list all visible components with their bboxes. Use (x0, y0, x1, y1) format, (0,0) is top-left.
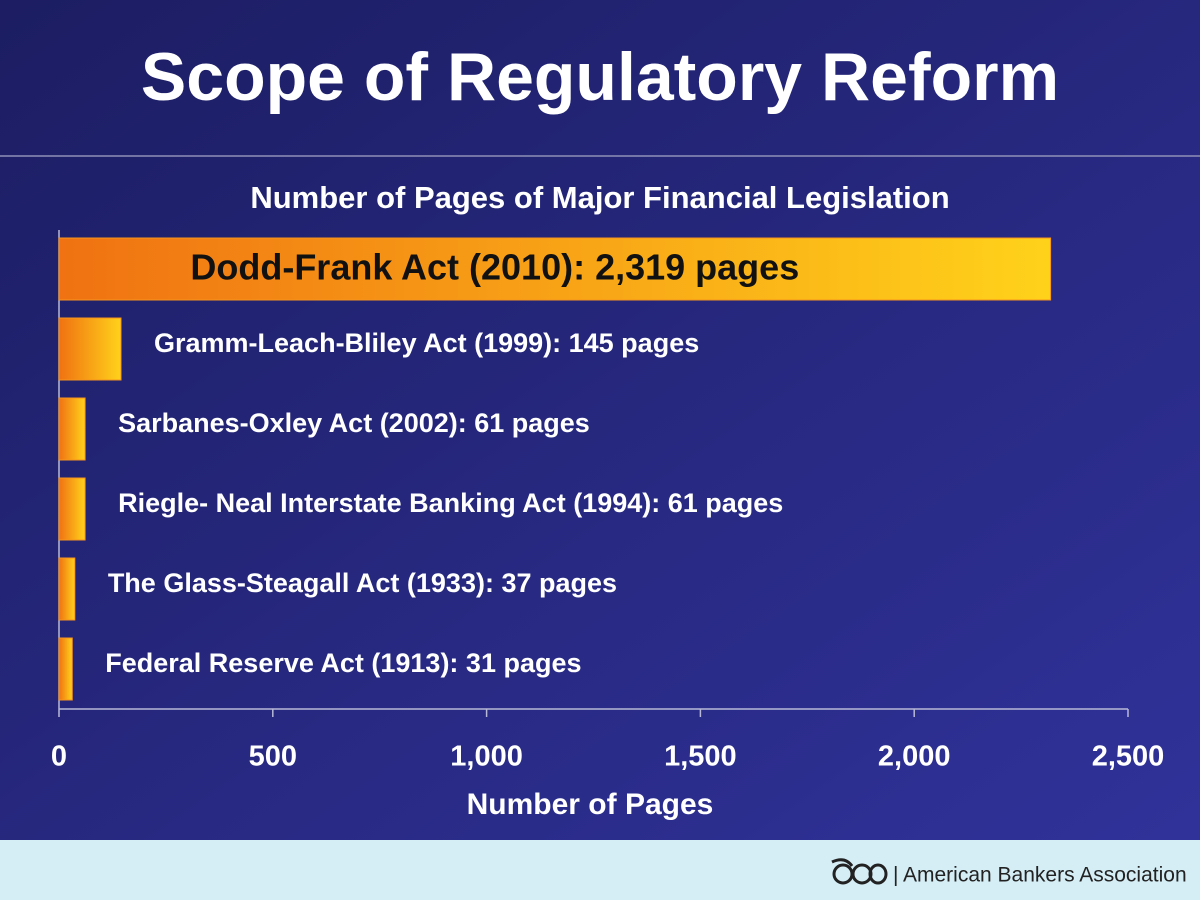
bar (58, 477, 86, 541)
bar-label: Gramm-Leach-Bliley Act (1999): 145 pages (154, 328, 699, 358)
x-axis-label: Number of Pages (467, 788, 714, 821)
footer-separator: | (893, 864, 898, 887)
chart-subtitle: Number of Pages of Major Financial Legis… (250, 180, 949, 215)
bar (58, 557, 76, 621)
bar (58, 237, 1052, 301)
bar-label: Sarbanes-Oxley Act (2002): 61 pages (118, 408, 590, 438)
x-tick-label: 0 (51, 741, 67, 773)
bar (58, 317, 122, 381)
bar-label: Dodd-Frank Act (2010): 2,319 pages (190, 247, 799, 288)
x-tick-label: 500 (249, 741, 297, 773)
bar-label: Federal Reserve Act (1913): 31 pages (105, 648, 581, 678)
footer-band (0, 840, 1200, 900)
x-tick-label: 1,000 (450, 741, 523, 773)
x-tick-label: 2,500 (1092, 741, 1165, 773)
background (0, 0, 1200, 840)
bar (58, 397, 86, 461)
bar-label: Riegle- Neal Interstate Banking Act (199… (118, 488, 783, 518)
bar-label: The Glass-Steagall Act (1933): 37 pages (108, 568, 617, 598)
bar (58, 637, 73, 701)
x-tick-label: 2,000 (878, 741, 951, 773)
footer-text: American Bankers Association (903, 864, 1187, 887)
slide-title: Scope of Regulatory Reform (141, 39, 1059, 115)
x-tick-label: 1,500 (664, 741, 737, 773)
logo (831, 858, 888, 885)
